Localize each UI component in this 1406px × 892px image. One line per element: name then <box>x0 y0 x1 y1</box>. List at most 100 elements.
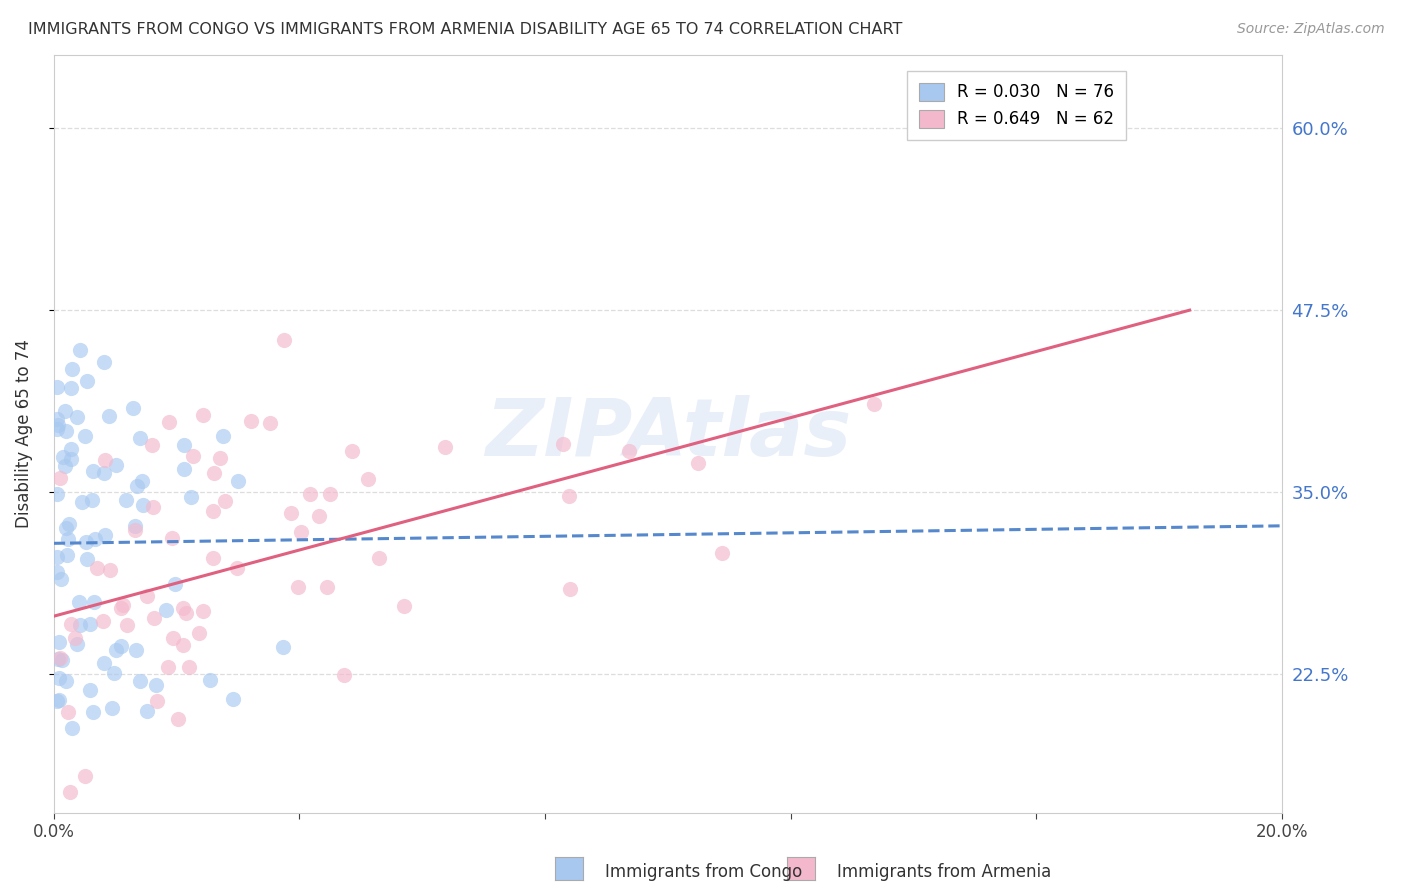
Point <box>79 617 101 632</box>
Point <box>53 458 76 473</box>
Point <box>46 652 69 666</box>
Point <box>60 362 83 376</box>
Point <box>70 494 93 508</box>
Point <box>863 397 886 411</box>
Point <box>97 409 120 424</box>
Point <box>315 580 337 594</box>
Point <box>45 550 67 565</box>
Text: Source: ZipAtlas.com: Source: ZipAtlas.com <box>1237 22 1385 37</box>
Point <box>66 637 89 651</box>
Point <box>617 444 640 458</box>
Point <box>60 721 83 735</box>
Point <box>558 489 581 503</box>
Point <box>172 638 194 652</box>
Point <box>131 474 153 488</box>
Point <box>59 617 82 632</box>
Text: Immigrants from Congo: Immigrants from Congo <box>605 863 801 881</box>
Point <box>45 565 67 579</box>
Point <box>63 631 86 645</box>
Point <box>157 416 180 430</box>
Point <box>59 785 82 799</box>
Point <box>59 381 82 395</box>
Point <box>45 694 67 708</box>
Point <box>172 601 194 615</box>
Point <box>93 467 115 481</box>
Point <box>112 598 135 612</box>
Point <box>73 769 96 783</box>
Point <box>51 653 73 667</box>
Point <box>179 660 201 674</box>
Point <box>357 473 380 487</box>
Point <box>273 333 295 347</box>
Point <box>136 704 159 718</box>
Point <box>124 519 146 533</box>
Point <box>212 429 235 443</box>
Point <box>180 491 202 505</box>
Point <box>83 595 105 609</box>
Point <box>271 640 294 654</box>
Point <box>55 521 77 535</box>
Point <box>105 643 128 657</box>
Point <box>433 441 456 455</box>
Point <box>60 451 83 466</box>
Point <box>308 509 330 524</box>
Point <box>142 610 165 624</box>
Point <box>104 458 127 472</box>
Point <box>157 660 180 674</box>
Point <box>86 560 108 574</box>
Point <box>82 705 104 719</box>
Text: ZIPAtlas: ZIPAtlas <box>485 395 851 473</box>
Point <box>155 603 177 617</box>
Point <box>91 615 114 629</box>
Point <box>55 674 77 689</box>
Point <box>55 424 77 438</box>
Point <box>103 666 125 681</box>
Point <box>392 599 415 614</box>
Point <box>298 486 321 500</box>
Y-axis label: Disability Age 65 to 74: Disability Age 65 to 74 <box>15 340 32 528</box>
Point <box>122 401 145 415</box>
Point <box>208 451 231 466</box>
Point <box>368 550 391 565</box>
Point <box>259 416 281 430</box>
Point <box>59 442 82 457</box>
Point <box>94 453 117 467</box>
Point <box>66 409 89 424</box>
Point <box>688 456 710 470</box>
Point <box>79 682 101 697</box>
Point <box>145 678 167 692</box>
Point <box>67 595 90 609</box>
Point <box>287 580 309 594</box>
Point <box>52 450 75 465</box>
Point <box>82 464 104 478</box>
Point <box>48 693 70 707</box>
Point <box>136 589 159 603</box>
Point <box>69 617 91 632</box>
Point <box>83 532 105 546</box>
Point <box>125 642 148 657</box>
Point <box>222 692 245 706</box>
Point <box>101 700 124 714</box>
Point <box>142 500 165 514</box>
Point <box>124 523 146 537</box>
Point <box>110 600 132 615</box>
Point <box>82 492 104 507</box>
Point <box>76 374 98 388</box>
Point <box>333 667 356 681</box>
Point <box>75 535 97 549</box>
Point <box>98 563 121 577</box>
Point <box>73 429 96 443</box>
Point <box>128 673 150 688</box>
Legend: R = 0.030   N = 76, R = 0.649   N = 62: R = 0.030 N = 76, R = 0.649 N = 62 <box>907 71 1126 140</box>
Point <box>160 532 183 546</box>
Point <box>56 532 79 546</box>
Point <box>225 561 247 575</box>
Point <box>146 694 169 708</box>
Point <box>174 606 197 620</box>
Point <box>76 551 98 566</box>
Point <box>115 492 138 507</box>
Point <box>181 449 204 463</box>
Point <box>46 417 69 432</box>
Point <box>187 626 209 640</box>
Point <box>319 487 342 501</box>
